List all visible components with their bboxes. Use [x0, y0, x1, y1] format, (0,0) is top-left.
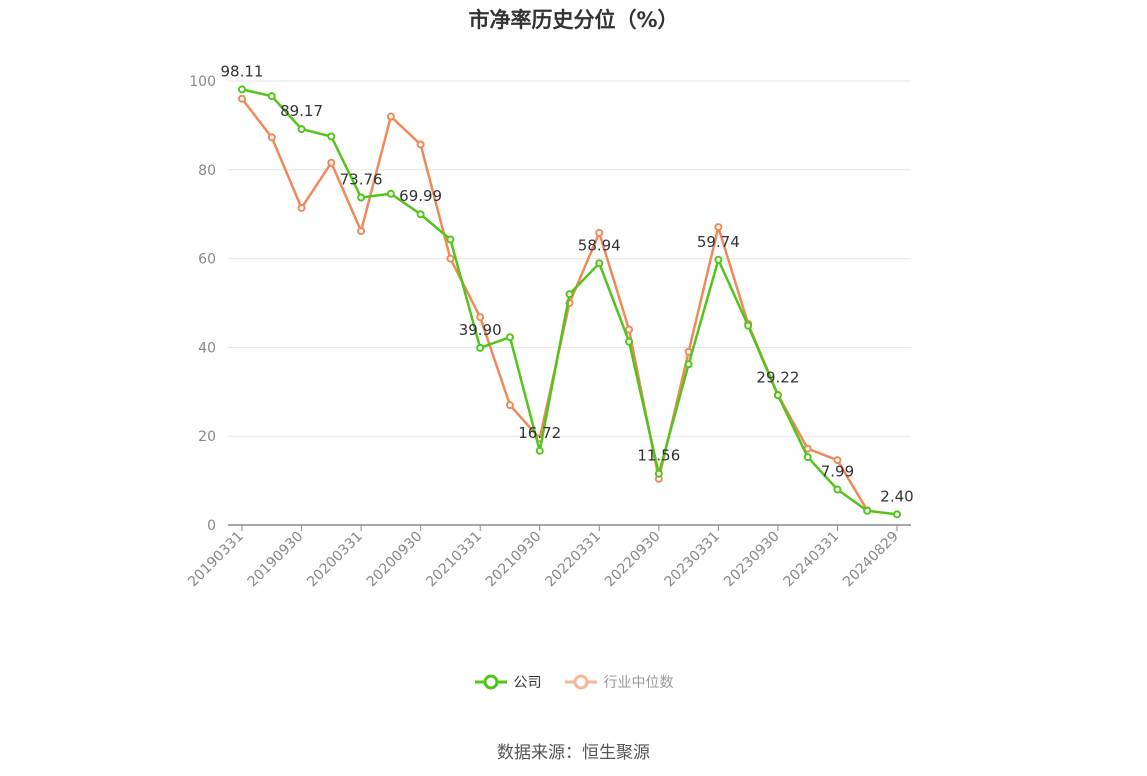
data-label: 29.22: [756, 368, 799, 386]
x-tick-label: 20200930: [364, 529, 426, 591]
data-label: 39.90: [459, 321, 502, 339]
x-tick-label: 20220331: [542, 529, 604, 591]
data-point-industry: [238, 94, 246, 103]
y-tick-label: 60: [198, 252, 216, 268]
chart-title: 市净率历史分位（%）: [468, 8, 679, 32]
y-axis: 0 20 40 60 80 100: [189, 74, 216, 534]
data-point-company: [327, 132, 336, 141]
data-point-company: [803, 453, 812, 462]
data-label: 98.11: [221, 62, 264, 80]
y-tick-label: 40: [198, 340, 216, 356]
legend-item-company[interactable]: 公司: [474, 672, 542, 692]
data-point-company: [416, 210, 425, 219]
series-line-industry: [241, 97, 869, 511]
data-point-company: [595, 259, 604, 268]
data-point-industry: [327, 158, 336, 167]
data-point-company: [863, 506, 872, 515]
x-tick-label: 20240829: [840, 529, 902, 591]
data-label: 11.56: [637, 447, 680, 465]
data-point-company: [893, 510, 901, 519]
data-point-company: [714, 255, 723, 264]
y-tick-label: 20: [198, 429, 216, 445]
data-point-industry: [386, 112, 395, 121]
x-tick-label: 20210930: [483, 529, 545, 591]
data-point-industry: [625, 325, 634, 334]
data-point-industry: [297, 203, 306, 212]
data-point-industry: [357, 227, 366, 236]
data-point-company: [297, 125, 306, 134]
data-labels: 98.11 89.17 73.76 69.99 39.90 16.72 58.94 11.56…: [221, 62, 914, 505]
y-tick-label: 0: [207, 518, 216, 534]
data-point-industry: [714, 223, 723, 232]
data-point-company: [535, 446, 544, 455]
data-source: 数据来源：恒生聚源: [497, 743, 650, 763]
legend-item-industry[interactable]: 行业中位数: [564, 672, 674, 692]
data-point-company: [357, 193, 366, 202]
data-label: 89.17: [280, 102, 323, 120]
data-label: 73.76: [340, 171, 383, 189]
data-label: 7.99: [821, 463, 854, 481]
data-point-company: [505, 333, 514, 342]
legend-label-company: 公司: [513, 675, 542, 691]
data-point-company: [446, 235, 455, 244]
data-point-industry: [267, 133, 276, 142]
data-point-company: [744, 321, 753, 330]
y-tick-label: 100: [189, 74, 216, 90]
data-label: 16.72: [518, 424, 561, 442]
data-point-industry: [595, 228, 604, 237]
data-point-industry: [505, 401, 514, 410]
data-point-company: [386, 189, 395, 198]
data-point-industry: [416, 140, 425, 149]
data-point-company: [267, 92, 276, 101]
legend: 公司 行业中位数: [0, 672, 1147, 692]
x-tick-label: 20240331: [781, 529, 843, 591]
data-point-company: [476, 343, 485, 352]
data-point-company: [625, 337, 634, 346]
data-point-industry: [833, 456, 842, 465]
data-point-company: [654, 469, 663, 478]
x-tick-label: 20230930: [721, 529, 783, 591]
x-tick-label: 20200331: [304, 529, 366, 591]
x-tick-label: 20190930: [245, 529, 307, 591]
data-point-company: [565, 290, 574, 299]
data-label: 59.74: [697, 233, 740, 251]
x-tick-label: 20210331: [423, 529, 485, 591]
x-axis: 2019033120190930202003312020093020210331…: [185, 524, 911, 591]
data-label: 2.40: [880, 487, 913, 505]
series-layer: [238, 85, 901, 519]
legend-label-industry: 行业中位数: [603, 675, 674, 691]
data-point-company: [684, 360, 693, 369]
x-tick-label: 20220930: [602, 529, 664, 591]
data-label: 69.99: [399, 187, 442, 205]
data-point-industry: [476, 313, 485, 322]
y-tick-label: 80: [198, 163, 216, 179]
x-tick-label: 20190331: [185, 529, 247, 591]
data-label: 58.94: [578, 236, 621, 254]
legend-line-marker-icon: [564, 674, 597, 690]
data-point-company: [238, 85, 246, 94]
data-point-company: [773, 391, 782, 400]
data-point-company: [833, 485, 842, 494]
x-tick-label: 20230331: [661, 529, 723, 591]
legend-line-marker-icon: [474, 674, 507, 690]
data-point-industry: [446, 254, 455, 263]
